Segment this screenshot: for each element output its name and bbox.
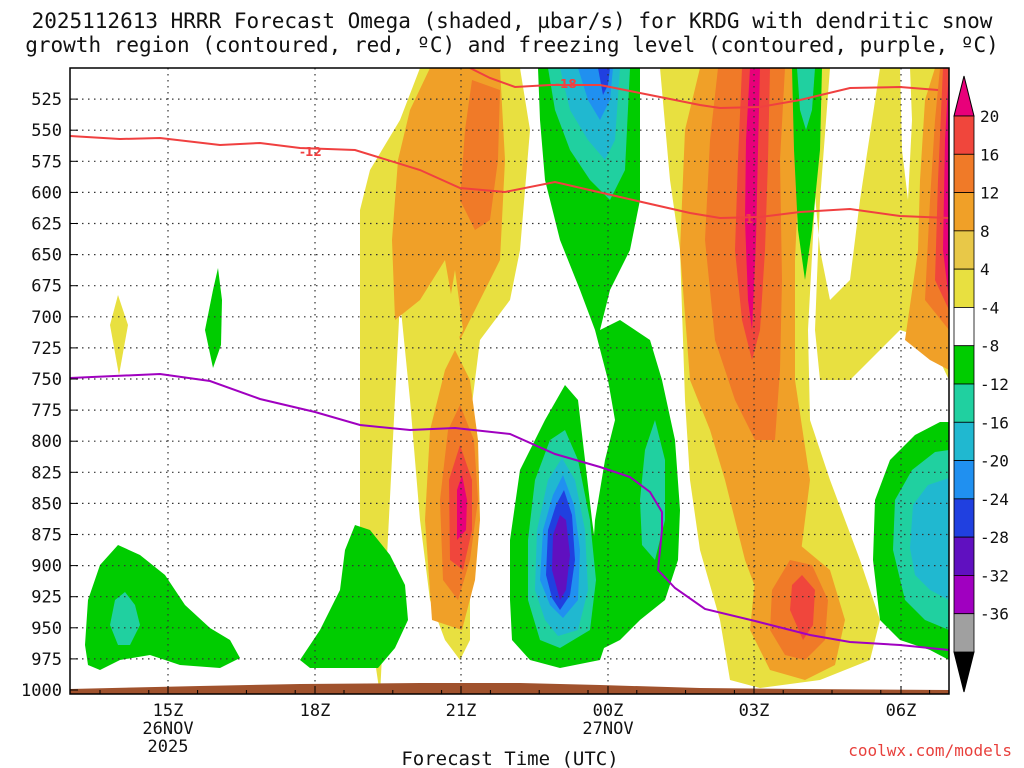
- colorbar-swatch: [953, 115, 975, 155]
- x-tick-sublabel: 27NOV: [582, 719, 633, 739]
- omega-region: [445, 270, 463, 345]
- colorbar-label: -36: [980, 605, 1009, 624]
- contour-labels: -18 -12 -1: [300, 77, 753, 226]
- omega-region: [910, 478, 949, 600]
- colorbar-swatch: [953, 383, 975, 423]
- y-tick-label: 750: [31, 370, 62, 390]
- omega-region: [745, 68, 760, 330]
- omega-region: [660, 68, 949, 380]
- contours: -18 -12 -1: [70, 68, 949, 651]
- colorbar-swatch: [953, 498, 975, 538]
- colorbar-cap-top: [953, 75, 975, 117]
- omega-region: [110, 592, 140, 645]
- colorbar-swatch: [953, 307, 975, 347]
- omega-region: [300, 525, 408, 668]
- y-tick-label: 925: [31, 588, 62, 608]
- contour-label: -18: [555, 77, 577, 91]
- contour-label: -1: [740, 212, 753, 226]
- colorbar-label: -20: [980, 452, 1009, 471]
- colorbar-label: 4: [980, 260, 990, 279]
- y-tick-label: 1000: [21, 681, 62, 701]
- colorbar-swatch: [953, 536, 975, 576]
- y-tick-label: 825: [31, 463, 62, 483]
- x-tick-label: 06Z: [886, 701, 917, 721]
- y-tick-label: 950: [31, 619, 62, 639]
- colorbar-swatch: [953, 421, 975, 461]
- omega-region: [790, 575, 815, 640]
- colorbar-label: -4: [980, 298, 999, 317]
- omega-region: [598, 68, 610, 95]
- dendritic-contour-lower: [70, 135, 949, 220]
- omega-region: [792, 68, 822, 280]
- colorbar-swatch: [953, 345, 975, 385]
- colorbar-label: 12: [980, 184, 999, 203]
- omega-region: [552, 515, 570, 600]
- x-tick-sublabel: 26NOV: [142, 719, 193, 739]
- colorbar-label: -16: [980, 413, 1009, 432]
- chart-title-line2: growth region (contoured, red, ºC) and f…: [25, 33, 999, 57]
- y-tick-label: 575: [31, 152, 62, 172]
- y-tick-label: 625: [31, 215, 62, 235]
- x-tick-label: 03Z: [739, 701, 770, 721]
- contour-label: -12: [300, 145, 322, 159]
- credit-text[interactable]: coolwx.com/models: [848, 741, 1012, 760]
- y-tick-label: 600: [31, 183, 62, 203]
- omega-region: [943, 68, 949, 300]
- y-tick-label: 975: [31, 650, 62, 670]
- colorbar-label: 16: [980, 145, 999, 164]
- colorbar-swatch: [953, 613, 975, 653]
- y-tick-label: 525: [31, 90, 62, 110]
- colorbar-cap-bottom: [953, 651, 975, 693]
- chart-title-line1: 2025112613 HRRR Forecast Omega (shaded, …: [31, 9, 993, 33]
- dendritic-contour-upper: [469, 68, 939, 110]
- colorbar-label: -28: [980, 528, 1009, 547]
- omega-field: [85, 68, 949, 694]
- colorbar-swatch: [953, 460, 975, 500]
- colorbar-swatch: [953, 153, 975, 193]
- y-tick-label: 675: [31, 277, 62, 297]
- y-tick-label: 800: [31, 432, 62, 452]
- colorbar-swatch: [953, 575, 975, 615]
- x-tick-label: 00Z: [593, 701, 624, 721]
- x-axis-label: Forecast Time (UTC): [401, 748, 618, 768]
- omega-region: [457, 475, 467, 540]
- omega-region: [900, 68, 912, 200]
- colorbar-swatch: [953, 268, 975, 308]
- y-tick-label: 650: [31, 246, 62, 266]
- colorbar-label: 20: [980, 107, 999, 126]
- y-tick-label: 725: [31, 339, 62, 359]
- y-tick-label: 775: [31, 401, 62, 421]
- y-tick-label: 850: [31, 494, 62, 514]
- colorbar: 20 16 12 8 4 -4 -8 -12 -16 -20 -24 -28 -32 -36: [953, 75, 1009, 693]
- colorbar-label: -8: [980, 337, 999, 356]
- x-tick-label: 15Z: [153, 701, 184, 721]
- y-tick-label: 550: [31, 121, 62, 141]
- freezing-level-contour: [70, 372, 949, 651]
- colorbar-swatch: [953, 192, 975, 232]
- colorbar-label: 8: [980, 222, 990, 241]
- y-axis: 525 550 575 600 625 650 675 700 725 750 775 800 825 8…: [21, 90, 78, 701]
- y-tick-label: 700: [31, 308, 62, 328]
- x-tick-label: 18Z: [300, 701, 331, 721]
- y-tick-label: 900: [31, 557, 62, 577]
- omega-region: [205, 268, 222, 368]
- colorbar-label: -24: [980, 490, 1009, 509]
- y-tick-label: 875: [31, 526, 62, 546]
- colorbar-label: -12: [980, 375, 1009, 394]
- terrain: [70, 683, 949, 694]
- x-tick-sublabel: 2025: [148, 737, 189, 757]
- plot-frame: [69, 67, 950, 695]
- omega-region: [640, 420, 665, 560]
- x-tick-label: 21Z: [446, 701, 477, 721]
- omega-region: [85, 545, 240, 670]
- colorbar-swatch: [953, 230, 975, 270]
- colorbar-label: -32: [980, 566, 1009, 585]
- omega-region: [110, 295, 128, 375]
